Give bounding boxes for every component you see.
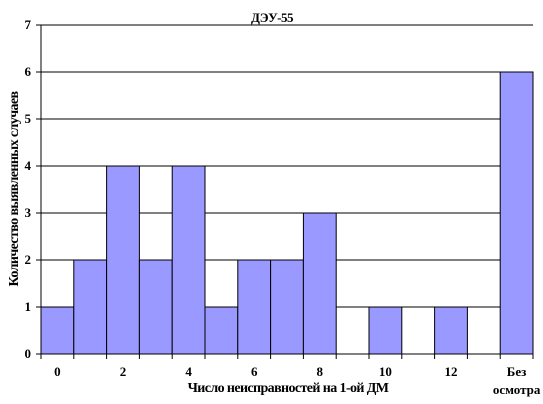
y-tick-label-0: 0 (25, 346, 32, 361)
y-tick-label-5: 5 (25, 111, 32, 126)
bar-5 (204, 306, 239, 355)
x-tick-label-0: 0 (54, 364, 61, 379)
x-axis-label: Число неисправностей на 1-ой ДМ (188, 381, 389, 396)
x-tick-label-12: 12 (445, 364, 458, 379)
bar-Без осмотра (499, 71, 534, 355)
y-tick-label-3: 3 (25, 205, 32, 220)
x-tick-label-4: 4 (185, 364, 192, 379)
y-tick-label-6: 6 (25, 64, 32, 79)
x-tick-label-6: 6 (251, 364, 258, 379)
bar-8 (302, 212, 337, 355)
bar-1 (73, 259, 108, 355)
bar-6 (237, 259, 272, 355)
x-tick-label-10: 10 (379, 364, 392, 379)
bars (40, 71, 534, 355)
bar-3 (138, 259, 173, 355)
x-tick-label-8: 8 (317, 364, 324, 379)
axes (36, 24, 534, 359)
chart-title: ДЭУ-55 (251, 10, 294, 25)
y-tick-label-7: 7 (25, 17, 32, 32)
x-tick-label-2: 2 (120, 364, 127, 379)
bar-10 (368, 306, 403, 355)
y-axis-label: Количество выявленных случаев (7, 90, 22, 286)
bar-0 (40, 306, 75, 355)
bar-7 (270, 259, 304, 355)
bar-12 (434, 306, 468, 355)
y-tick-label-4: 4 (25, 158, 32, 173)
bar-2 (106, 165, 140, 355)
bar-4 (171, 165, 206, 355)
y-tick-label-2: 2 (25, 252, 32, 267)
x-tick-label-Без осмотра: Без осмотра (493, 364, 541, 397)
y-tick-label-1: 1 (25, 299, 32, 314)
